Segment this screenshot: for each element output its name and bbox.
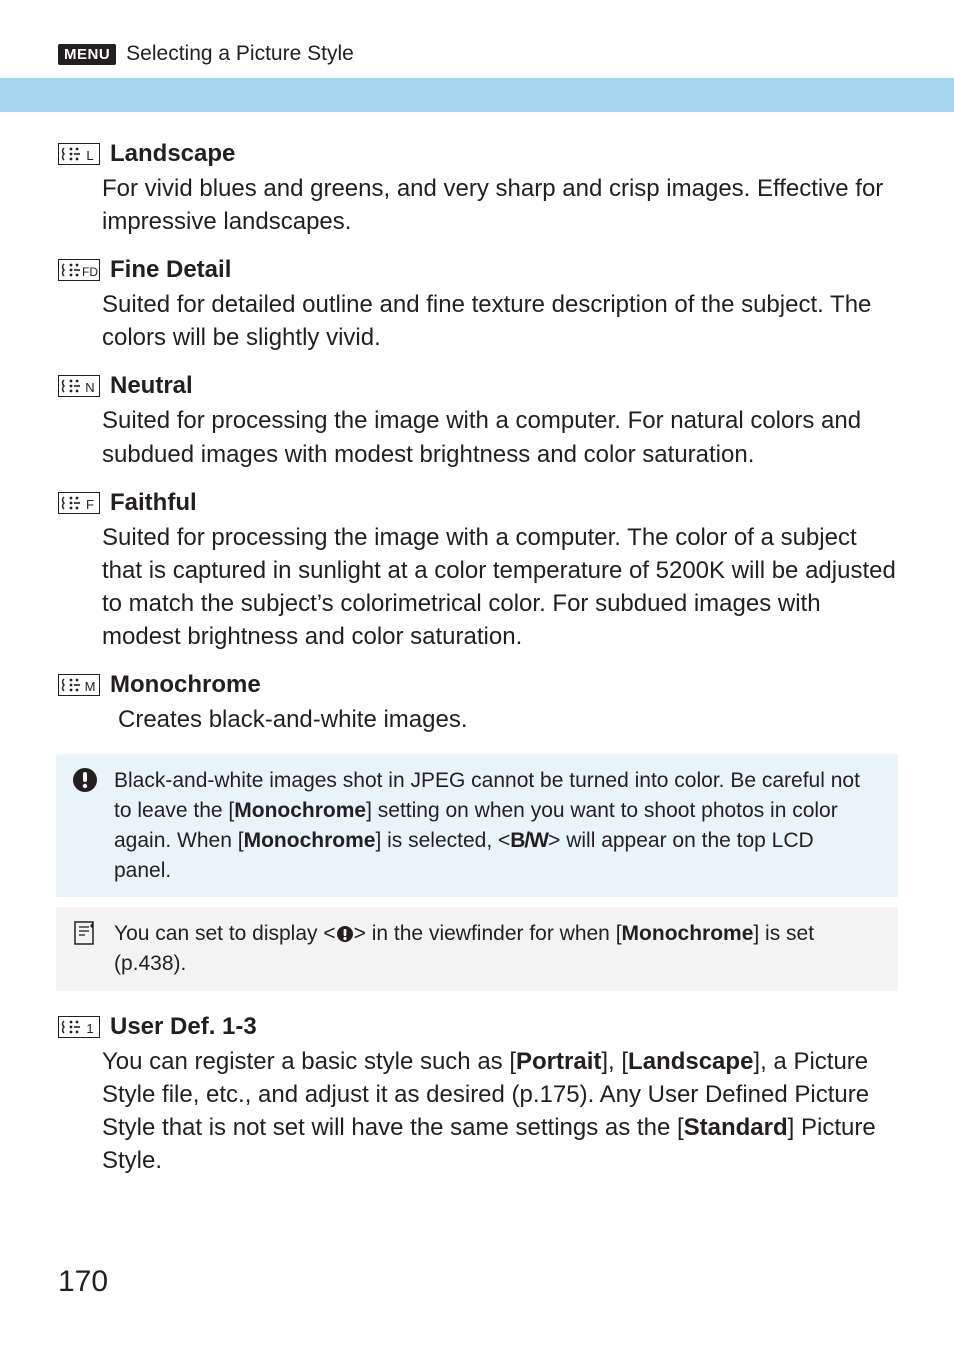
tip-note: You can set to display < > in the viewfin… [56,907,898,991]
svg-text:FD: FD [82,265,98,279]
info-dot-icon [336,925,354,943]
picture-style-monochrome-icon: M [58,674,100,696]
bw-glyph: B/W [510,829,548,852]
style-user-def: 1 User Def. 1-3 You can register a basic… [58,1013,896,1177]
picture-style-fine-detail-icon: FD [58,259,100,281]
style-body: Suited for detailed outline and fine tex… [58,288,896,354]
style-title: Faithful [110,489,197,517]
style-neutral: N Neutral Suited for processing the imag… [58,372,896,470]
style-title: Fine Detail [110,256,231,284]
menu-badge: MENU [58,44,116,65]
style-body: You can register a basic style such as [… [58,1045,896,1177]
style-body: Creates black-and-white images. [58,703,896,736]
style-monochrome: M Monochrome Creates black-and-white ima… [58,671,896,736]
text-bold: Monochrome [244,829,376,852]
section-divider-bar [0,78,954,112]
text-bold: Standard [684,1114,788,1141]
text-segment: You can register a basic style such as [ [102,1048,516,1075]
page-header: MENU Selecting a Picture Style [58,42,896,66]
text-bold: Portrait [516,1048,601,1075]
text-segment: > in the viewfinder for when [ [354,922,622,945]
warning-note: Black-and-white images shot in JPEG cann… [56,754,898,897]
tip-text: You can set to display < > in the viewfin… [114,919,876,979]
style-heading: M Monochrome [58,671,896,699]
style-title: Monochrome [110,671,261,699]
style-heading: L Landscape [58,140,896,168]
text-segment: You can set to display < [114,922,336,945]
style-title: Neutral [110,372,193,400]
svg-text:1: 1 [86,1021,93,1036]
svg-text:M: M [85,679,96,694]
style-faithful: F Faithful Suited for processing the ima… [58,489,896,653]
picture-style-user-def-icon: 1 [58,1016,100,1038]
style-body: Suited for processing the image with a c… [58,521,896,653]
text-bold: Monochrome [234,799,366,822]
picture-style-neutral-icon: N [58,375,100,397]
warning-icon [70,766,100,796]
style-body: Suited for processing the image with a c… [58,404,896,470]
style-title: User Def. 1-3 [110,1013,257,1041]
style-fine-detail: FD Fine Detail Suited for detailed outli… [58,256,896,354]
text-segment: ], [ [601,1048,628,1075]
warning-text: Black-and-white images shot in JPEG cann… [114,766,876,885]
page: MENU Selecting a Picture Style L Landsca… [0,0,954,1345]
text-bold: Monochrome [622,922,754,945]
svg-text:L: L [86,148,93,163]
style-heading: N Neutral [58,372,896,400]
style-title: Landscape [110,140,235,168]
svg-text:F: F [86,497,94,512]
svg-text:N: N [85,380,94,395]
header-title: Selecting a Picture Style [126,42,354,66]
picture-style-landscape-icon: L [58,143,100,165]
picture-style-faithful-icon: F [58,492,100,514]
style-heading: 1 User Def. 1-3 [58,1013,896,1041]
notepad-icon [70,919,100,947]
style-landscape: L Landscape For vivid blues and greens, … [58,140,896,238]
page-number: 170 [58,1265,108,1299]
style-heading: FD Fine Detail [58,256,896,284]
style-heading: F Faithful [58,489,896,517]
style-body: For vivid blues and greens, and very sha… [58,172,896,238]
text-segment: ] is selected, < [375,829,510,852]
text-bold: Landscape [628,1048,753,1075]
